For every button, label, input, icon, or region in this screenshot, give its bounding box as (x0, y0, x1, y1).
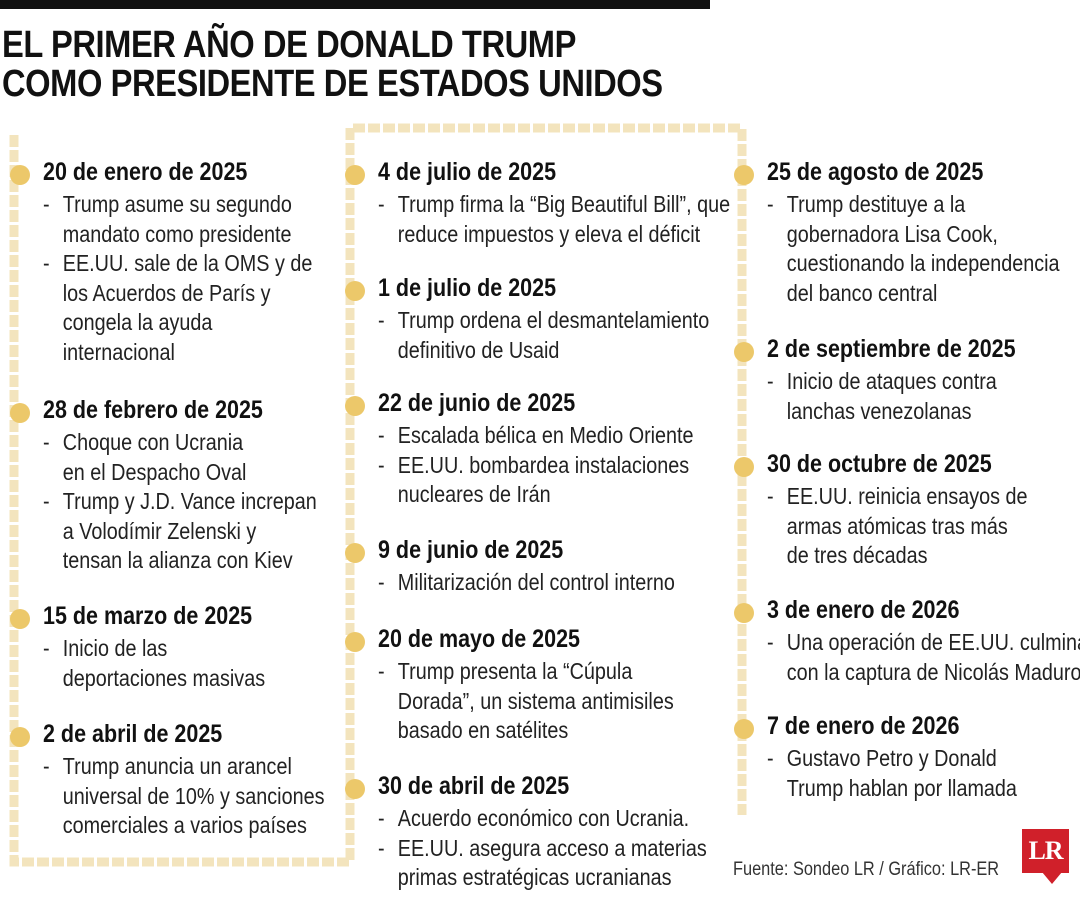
title-line-1: EL PRIMER AÑO DE DONALD TRUMP (2, 24, 576, 66)
event-2026-01-03: 3 de enero de 2026 Una operación de EE.U… (734, 595, 1080, 687)
event-date: 25 de agosto de 2025 (767, 158, 984, 186)
timeline-dot (10, 609, 30, 629)
top-rule (0, 0, 710, 9)
timeline-dot (345, 632, 365, 652)
event-2025-10-30: 30 de octubre de 2025 EE.UU. reinicia en… (734, 449, 1070, 571)
event-date: 9 de junio de 2025 (378, 536, 564, 564)
event-date: 30 de octubre de 2025 (767, 450, 992, 478)
event-2025-02-28: 28 de febrero de 2025 Choque con Ucrania… (10, 395, 361, 576)
page-title: EL PRIMER AÑO DE DONALD TRUMP COMO PRESI… (2, 26, 663, 104)
event-2025-04-02: 2 de abril de 2025 Trump anuncia un aran… (10, 719, 370, 841)
event-item: EE.UU. bombardea instalacionesnucleares … (378, 451, 694, 510)
event-2025-01-20: 20 de enero de 2025 Trump asume su segun… (10, 157, 356, 367)
event-item: Acuerdo económico con Ucrania. (378, 804, 707, 834)
event-date: 1 de julio de 2025 (378, 274, 557, 302)
timeline-dot (734, 603, 754, 623)
event-item: Trump ordena el desmantelamientodefiniti… (378, 306, 709, 365)
timeline-dot (10, 403, 30, 423)
event-2025-06-09: 9 de junio de 2025 Militarización del co… (345, 535, 723, 598)
event-date: 15 de marzo de 2025 (43, 602, 253, 630)
title-line-2: COMO PRESIDENTE DE ESTADOS UNIDOS (2, 63, 663, 105)
event-date: 20 de enero de 2025 (43, 158, 248, 186)
timeline-dot (734, 719, 754, 739)
event-2025-08-25: 25 de agosto de 2025 Trump destituye a l… (734, 157, 1080, 308)
event-date: 22 de junio de 2025 (378, 389, 576, 417)
event-date: 20 de mayo de 2025 (378, 625, 580, 653)
timeline-dot (345, 543, 365, 563)
lr-logo-tail (1042, 872, 1062, 884)
timeline-dot (734, 342, 754, 362)
event-2025-07-04: 4 de julio de 2025 Trump firma la “Big B… (345, 157, 787, 249)
event-date: 30 de abril de 2025 (378, 772, 570, 800)
timeline-dot (345, 779, 365, 799)
timeline-dot (345, 396, 365, 416)
timeline-dot (10, 727, 30, 747)
event-item: Trump firma la “Big Beautiful Bill”, que… (378, 190, 730, 249)
timeline-dot (345, 281, 365, 301)
event-2025-03-15: 15 de marzo de 2025 Inicio de lasdeporta… (10, 601, 301, 693)
event-date: 2 de septiembre de 2025 (767, 335, 1016, 363)
timeline-dot (345, 165, 365, 185)
event-date: 4 de julio de 2025 (378, 158, 557, 186)
event-2025-07-01: 1 de julio de 2025 Trump ordena el desma… (345, 273, 763, 365)
event-date: 7 de enero de 2026 (767, 712, 960, 740)
event-date: 2 de abril de 2025 (43, 720, 223, 748)
event-date: 3 de enero de 2026 (767, 596, 960, 624)
event-2025-04-30: 30 de abril de 2025 Acuerdo económico co… (345, 771, 760, 893)
event-2026-01-07: 7 de enero de 2026 Gustavo Petro y Donal… (734, 711, 1058, 803)
event-2025-09-02: 2 de septiembre de 2025 Inicio de ataque… (734, 334, 1056, 426)
timeline-dot (734, 457, 754, 477)
lr-logo: LR (1022, 829, 1069, 873)
timeline-dot (734, 165, 754, 185)
event-item: Escalada bélica en Medio Oriente (378, 421, 694, 451)
event-2025-06-22: 22 de junio de 2025 Escalada bélica en M… (345, 388, 745, 510)
event-2025-05-20: 20 de mayo de 2025 Trump presenta la “Cú… (345, 624, 722, 746)
timeline-dot (10, 165, 30, 185)
event-date: 28 de febrero de 2025 (43, 396, 263, 424)
source-credit: Fuente: Sondeo LR / Gráfico: LR-ER (733, 859, 1000, 880)
event-item: Militarización del control interno (378, 568, 675, 598)
